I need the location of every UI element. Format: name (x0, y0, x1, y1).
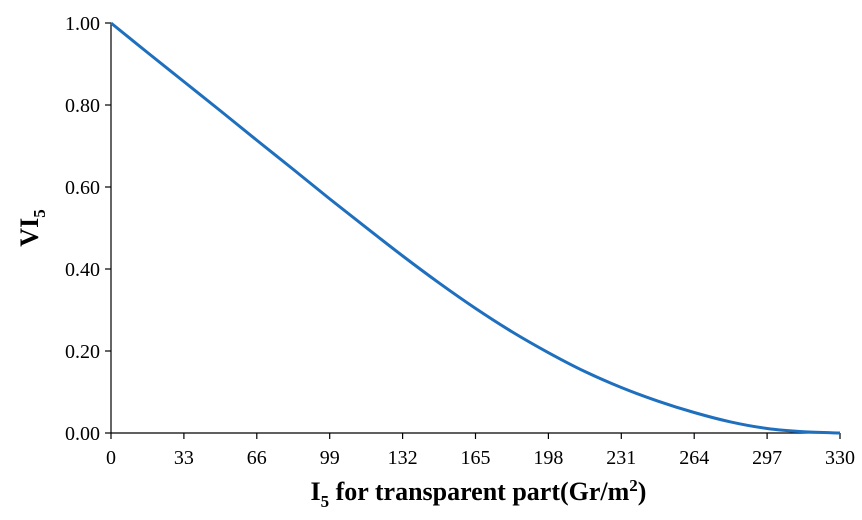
x-tick-label: 132 (388, 447, 418, 469)
x-axis-title-end: ) (638, 477, 647, 506)
x-axis-ticks: 0 33 66 99 132 165 198 231 264 297 330 (106, 433, 855, 469)
y-axis-title-main: VI (15, 218, 44, 247)
x-tick-label: 99 (320, 447, 340, 469)
x-tick-label: 264 (679, 447, 709, 469)
y-tick-label: 0.40 (65, 259, 100, 281)
x-axis-title-subscript: 5 (321, 492, 330, 511)
y-tick-label: 0.00 (65, 423, 100, 445)
x-axis-title-superscript: 2 (629, 476, 638, 495)
y-axis-title-subscript: 5 (30, 209, 49, 218)
series-layer (110, 21, 841, 435)
x-tick-label: 231 (606, 447, 636, 469)
x-axis-title: I5 for transparent part(Gr/m2) (311, 476, 647, 511)
plot-area: 0 33 66 99 132 165 198 231 264 297 330 0.00 0.20 0.4… (65, 13, 855, 469)
x-tick-label: 0 (106, 447, 116, 469)
x-tick-label: 198 (533, 447, 563, 469)
x-tick-label: 165 (461, 447, 491, 469)
x-tick-label: 330 (825, 447, 855, 469)
x-tick-label: 33 (174, 447, 194, 469)
y-tick-label: 0.20 (65, 341, 100, 363)
series-line (110, 21, 841, 435)
y-tick-label: 0.80 (65, 95, 100, 117)
y-axis-ticks: 0.00 0.20 0.40 0.60 0.80 1.00 (65, 13, 111, 445)
y-tick-label: 0.60 (65, 177, 100, 199)
y-axis-title: VI5 (15, 209, 49, 246)
x-axis-title-main: I (311, 477, 321, 506)
x-axis-title-rest: for transparent part(Gr/m (329, 477, 629, 506)
x-tick-label: 66 (247, 447, 267, 469)
x-tick-label: 297 (752, 447, 782, 469)
y-tick-label: 1.00 (65, 13, 100, 35)
